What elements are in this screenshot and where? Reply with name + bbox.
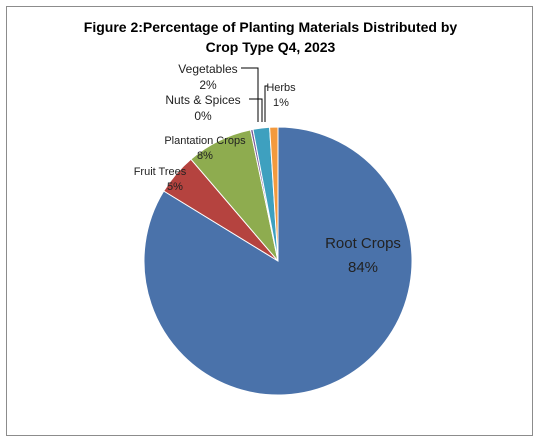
leader-line-vegetables bbox=[241, 67, 259, 122]
slice-percent-fruit-trees: 5% bbox=[167, 181, 183, 193]
slice-percent-vegetables: 2% bbox=[199, 78, 217, 92]
pie-slice-herbs bbox=[269, 126, 279, 262]
slice-name-plantation-crops: Plantation Crops bbox=[164, 135, 246, 147]
slice-name-nuts-and-spices: Nuts & Spices bbox=[165, 93, 240, 107]
leader-line-herbs bbox=[264, 85, 268, 122]
slice-percent-nuts-and-spices: 0% bbox=[194, 109, 212, 123]
chart-title-line-1: Figure 2:Percentage of Planting Material… bbox=[83, 19, 458, 35]
slice-percent-herbs: 1% bbox=[273, 97, 289, 109]
slice-name-herbs: Herbs bbox=[266, 82, 296, 94]
chart-title-line-2: Crop Type Q4, 2023 bbox=[205, 39, 336, 55]
slice-name-vegetables: Vegetables bbox=[178, 62, 237, 76]
slice-name-fruit-trees: Fruit Trees bbox=[134, 166, 187, 178]
slice-percent-plantation-crops: 8% bbox=[197, 150, 213, 162]
slice-percent-root-crops: 84% bbox=[348, 259, 378, 276]
slice-name-root-crops: Root Crops bbox=[325, 235, 401, 252]
leader-line-nuts-and-spices bbox=[249, 98, 263, 122]
